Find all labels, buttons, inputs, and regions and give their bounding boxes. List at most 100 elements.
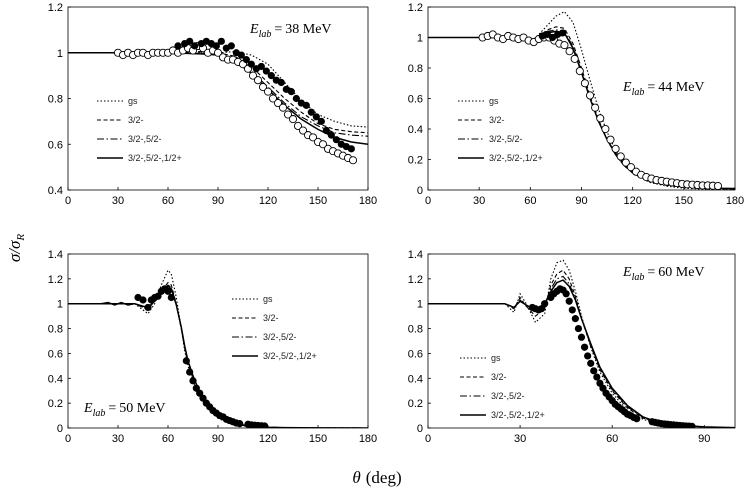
data-point-open — [713, 181, 722, 190]
x-tick-label: 60 — [606, 433, 618, 445]
energy-annotation-value: 60 MeV — [658, 265, 704, 280]
y-tick-label: 0.2 — [408, 155, 423, 167]
data-point-filled — [186, 368, 194, 376]
legend-entry: gs — [128, 96, 138, 106]
data-point-filled — [568, 306, 576, 314]
legend-entry: 3/2- — [128, 115, 144, 125]
y-tick-label: 0.6 — [408, 348, 423, 360]
data-point-open — [601, 124, 610, 134]
y-tick-label: 1.4 — [408, 249, 423, 261]
data-point-filled — [322, 126, 330, 135]
data-point-filled — [327, 131, 335, 139]
data-point-open — [565, 47, 574, 56]
data-point-filled — [242, 56, 250, 64]
data-point-open — [621, 158, 630, 167]
y-tick-label: 1 — [417, 33, 423, 45]
data-point-filled — [317, 117, 325, 125]
energy-annotation-value: 38 MeV — [285, 22, 331, 37]
data-point-open — [283, 110, 293, 119]
x-tick-label: 60 — [524, 195, 536, 207]
y-tick-label: 0.8 — [48, 324, 63, 336]
data-point-filled — [164, 287, 172, 295]
y-axis-label-sub: R — [15, 234, 27, 242]
data-point-open — [248, 71, 258, 80]
data-point-filled — [312, 113, 320, 121]
data-point-filled — [577, 333, 586, 341]
data-point-open — [596, 114, 605, 123]
data-point-filled — [247, 60, 255, 68]
y-tick-label: 0 — [417, 423, 423, 435]
data-point-open — [293, 121, 303, 130]
x-tick-label: 0 — [425, 195, 431, 207]
y-tick-label: 1.4 — [48, 249, 63, 261]
data-point-filled — [139, 296, 147, 304]
data-point-open — [273, 99, 283, 108]
data-point-filled — [580, 343, 589, 351]
energy-annotation-value: 50 MeV — [119, 401, 165, 416]
x-tick-label: 90 — [212, 433, 224, 445]
energy-annotation-sub: lab — [259, 29, 272, 40]
data-point-filled — [302, 101, 310, 109]
x-tick-label: 90 — [698, 433, 710, 445]
data-point-filled — [191, 42, 199, 50]
x-tick-label: 60 — [162, 433, 174, 445]
series-line-gs — [68, 51, 368, 128]
series-line-3-2-5-2-1-2- — [428, 30, 735, 190]
data-point-filled — [307, 108, 315, 116]
data-point-open — [611, 144, 620, 153]
data-point-open — [263, 87, 273, 96]
data-point-open — [591, 103, 600, 112]
y-tick-label: 0.8 — [408, 324, 423, 336]
y-tick-label: 1 — [57, 48, 63, 60]
data-point-open — [308, 133, 318, 142]
data-point-filled — [584, 352, 592, 360]
data-point-filled — [565, 297, 573, 305]
data-point-open — [575, 67, 584, 76]
legend-entry: gs — [263, 294, 273, 304]
y-tick-label: 0.8 — [48, 94, 63, 106]
y-tick-label: 1.2 — [408, 2, 423, 14]
data-point-filled — [227, 42, 235, 50]
data-point-open — [278, 103, 288, 112]
x-tick-label: 180 — [359, 433, 377, 445]
panel-2: 0 30 60 90 120 150 180 0 0.2 0.4 0.6 0.8 1 1.2 gs 3/2- 3… — [408, 2, 744, 207]
y-tick-label: 0.4 — [408, 373, 423, 385]
energy-annotation-symbol: E — [249, 22, 259, 37]
data-point-filled — [688, 422, 696, 428]
data-point-open — [318, 140, 328, 149]
x-axis-label: θ (deg) — [352, 468, 401, 487]
x-tick-label: 30 — [112, 195, 124, 207]
x-tick-label: 30 — [473, 195, 485, 207]
y-tick-label: 0.6 — [408, 94, 423, 106]
data-point-filled — [292, 94, 300, 103]
data-point-open — [580, 79, 589, 88]
x-axis-label-unit: (deg) — [366, 468, 402, 487]
data-point-filled — [347, 145, 355, 153]
data-point-open — [298, 126, 308, 135]
series-line-3-2-5-2-1-2- — [428, 279, 735, 428]
data-point-open — [606, 135, 615, 144]
x-tick-label: 180 — [726, 195, 744, 207]
data-point-filled — [593, 373, 601, 381]
legend-entry: 3/2-,5/2- — [491, 391, 525, 401]
data-point-open — [253, 76, 263, 85]
y-tick-label: 1.2 — [48, 2, 63, 14]
energy-annotation-eq: = — [647, 80, 655, 95]
data-point-filled — [212, 42, 220, 50]
data-point-filled — [167, 293, 175, 302]
data-point-filled — [541, 300, 549, 308]
data-point-filled — [186, 37, 194, 45]
y-tick-label: 1.2 — [408, 274, 423, 286]
y-tick-label: 0.8 — [408, 63, 423, 75]
x-tick-label: 0 — [425, 433, 431, 445]
data-point-filled — [287, 88, 295, 96]
legend-entry: 3/2-,5/2-,1/2+ — [489, 153, 543, 163]
x-tick-label: 150 — [309, 433, 327, 445]
y-axis-label: σ/σR — [5, 234, 27, 263]
x-tick-label: 30 — [514, 433, 526, 445]
panel-1: 0 30 60 90 120 150 180 0.4 0.6 0.8 1 1.2 gs 3/2- 3/2-,… — [48, 2, 377, 207]
series-line-3-2-5-2- — [428, 29, 735, 190]
energy-annotation-sub: lab — [93, 408, 106, 419]
x-tick-label: 150 — [675, 195, 693, 207]
energy-annotation-symbol: E — [83, 401, 93, 416]
